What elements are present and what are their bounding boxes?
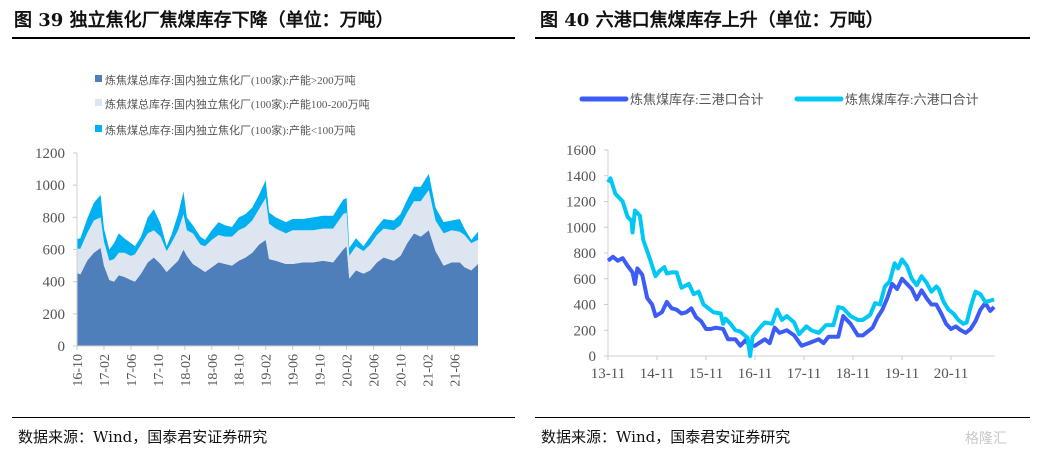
right-x-tick-label: 16-11 — [738, 366, 772, 382]
left-x-tick-label: 17-06 — [125, 354, 140, 387]
left-title-rule — [12, 37, 515, 39]
right-y-tick-label: 600 — [574, 272, 597, 288]
left-footer-rule — [12, 417, 515, 418]
right-x-tick-label: 17-11 — [787, 366, 821, 382]
legend-label: 炼焦煤总库存:国内独立焦化厂(100家):产能<100万吨 — [105, 123, 356, 137]
legend-label: 炼焦煤库存:三港口合计 — [630, 92, 764, 107]
right-x-tick-label: 19-11 — [885, 366, 919, 382]
right-x-tick-label: 15-11 — [689, 366, 723, 382]
right-y-tick-label: 0 — [589, 349, 597, 365]
right-chart-title: 图 40 六港口焦煤库存上升（单位：万吨） — [540, 10, 884, 31]
left-x-tick-label: 19-06 — [287, 354, 302, 387]
right-y-tick-label: 1200 — [566, 195, 596, 211]
line-series-2 — [606, 176, 995, 358]
left-x-tick-label: 21-02 — [421, 354, 436, 387]
right-y-tick-label: 1400 — [566, 169, 596, 185]
left-x-tick-label: 18-06 — [206, 354, 221, 387]
left-y-tick-label: 600 — [43, 243, 66, 259]
left-y-tick-label: 0 — [58, 339, 66, 355]
left-chart-title: 图 39 独立焦化厂焦煤库存下降（单位：万吨） — [14, 10, 394, 31]
right-y-tick-label: 400 — [574, 298, 597, 314]
right-y-tick-label: 200 — [574, 323, 597, 339]
area-series-2 — [77, 189, 478, 282]
left-y-tick-label: 200 — [43, 307, 66, 323]
left-x-tick-label: 19-10 — [314, 354, 329, 387]
left-x-tick-label: 16-10 — [71, 354, 86, 387]
right-title-rule — [535, 37, 1030, 39]
left-y-tick-label: 400 — [43, 275, 66, 291]
left-x-tick-label: 19-02 — [260, 354, 275, 387]
left-x-tick-label: 17-02 — [98, 354, 113, 387]
right-x-tick-label: 18-11 — [836, 366, 870, 382]
legend-label: 炼焦煤总库存:国内独立焦化厂(100家):产能>200万吨 — [105, 73, 356, 87]
left-x-tick-label: 21-06 — [448, 354, 463, 387]
right-x-tick-label: 20-11 — [934, 366, 968, 382]
area-series-1 — [77, 230, 478, 346]
right-y-tick-label: 1600 — [566, 143, 596, 159]
right-y-tick-label: 800 — [574, 246, 597, 262]
line-series-1 — [606, 254, 996, 348]
right-x-tick-label: 14-11 — [640, 366, 674, 382]
right-source-note: 数据来源：Wind，国泰君安证券研究 — [541, 428, 791, 446]
right-footer-rule — [535, 417, 1030, 418]
legend-label: 炼焦煤库存:六港口合计 — [845, 92, 979, 107]
watermark-logo: 格隆汇 — [965, 431, 1007, 447]
area-series-3 — [77, 173, 478, 261]
right-y-tick-label: 1000 — [566, 220, 596, 236]
left-y-tick-label: 1000 — [35, 178, 65, 194]
right-x-tick-label: 13-11 — [591, 366, 625, 382]
legend-label: 炼焦煤总库存:国内独立焦化厂(100家):产能100-200万吨 — [105, 97, 370, 111]
left-y-tick-label: 1200 — [35, 146, 65, 162]
left-x-tick-label: 18-10 — [233, 354, 248, 387]
left-x-tick-label: 20-10 — [394, 354, 409, 387]
left-x-tick-label: 18-02 — [179, 354, 194, 387]
legend-swatch — [95, 125, 102, 132]
left-x-tick-label: 17-10 — [152, 354, 167, 387]
legend-swatch — [95, 99, 102, 106]
legend-swatch — [95, 75, 102, 82]
left-x-tick-label: 20-02 — [341, 354, 356, 387]
left-source-note: 数据来源：Wind，国泰君安证券研究 — [18, 428, 268, 446]
left-y-tick-label: 800 — [43, 210, 66, 226]
left-x-tick-label: 20-06 — [368, 354, 383, 387]
